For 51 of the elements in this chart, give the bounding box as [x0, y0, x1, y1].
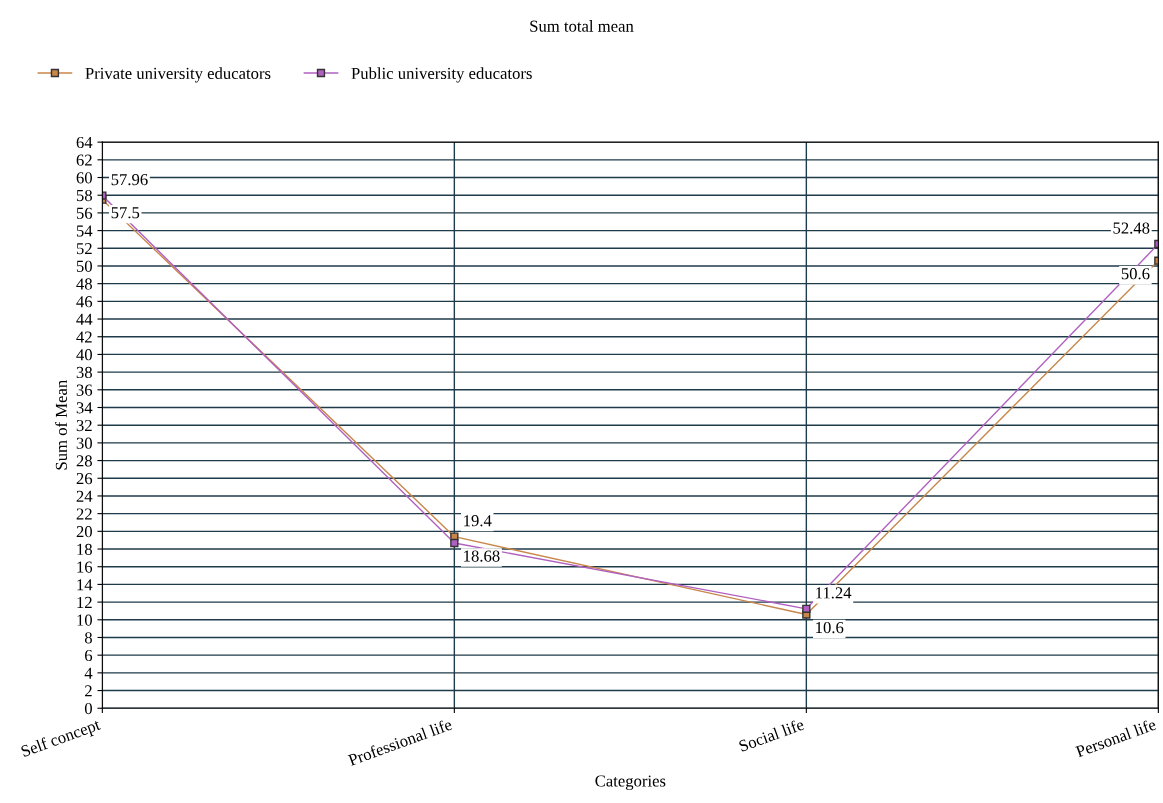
y-tick-label: 56: [76, 207, 93, 219]
y-tick-label: 18: [77, 543, 92, 555]
y-tick-label: 58: [76, 189, 92, 202]
y-tick-label: 8: [84, 632, 92, 644]
y-tick-label: 30: [76, 437, 92, 449]
y-tick-label: 2: [85, 685, 92, 697]
y-tick-label: 62: [76, 154, 92, 166]
y-tick-label: 48: [76, 278, 92, 290]
x-tick-label: Self concept: [20, 718, 103, 761]
x-tick-label: Social life: [738, 718, 805, 752]
data-label: 19.4: [464, 515, 492, 527]
legend-label: Public university educators: [351, 67, 532, 83]
y-tick-label: 40: [76, 349, 92, 361]
y-tick-label: 14: [77, 579, 93, 591]
data-label: 10.6: [816, 621, 844, 634]
y-tick-label: 54: [76, 225, 93, 237]
y-tick-label: 38: [76, 366, 92, 379]
y-tick-label: 0: [84, 702, 92, 715]
y-tick-label: 20: [76, 526, 92, 538]
y-tick-label: 4: [84, 667, 93, 679]
data-label: 57.5: [111, 207, 140, 219]
y-tick-label: 12: [77, 596, 92, 608]
y-tick-label: 22: [76, 508, 92, 520]
y-tick-label: 52: [76, 243, 92, 255]
legend-label: Private university educators: [85, 67, 271, 83]
y-tick-label: 32: [76, 419, 92, 432]
y-tick-label: 46: [76, 296, 93, 308]
y-tick-label: 50: [76, 260, 92, 272]
y-tick-label: 24: [76, 490, 93, 502]
y-tick-label: 26: [76, 473, 93, 485]
data-label: 52.48: [1113, 222, 1150, 234]
y-tick-label: 34: [76, 402, 93, 414]
y-tick-label: 28: [76, 455, 92, 467]
data-label: 50.6: [1121, 268, 1150, 280]
data-label: 18.68: [464, 550, 500, 562]
y-tick-label: 64: [76, 136, 93, 149]
y-tick-label: 36: [76, 384, 93, 396]
y-tick-label: 60: [76, 172, 92, 184]
y-tick-label: 6: [85, 649, 93, 662]
data-label: 11.24: [816, 587, 852, 599]
x-axis-title: Categories: [595, 775, 666, 791]
point: [450, 532, 459, 541]
y-tick-label: 16: [77, 561, 93, 573]
y-tick-label: 42: [76, 331, 92, 343]
point: [450, 538, 459, 548]
chart-title: Sum total mean: [530, 20, 634, 32]
point: [802, 604, 811, 613]
y-axis-title: Sum of Mean: [55, 380, 68, 470]
y-tick-label: 44: [76, 313, 93, 325]
y-tick-label: 10: [77, 614, 92, 626]
data-label: 57.96: [111, 174, 148, 186]
